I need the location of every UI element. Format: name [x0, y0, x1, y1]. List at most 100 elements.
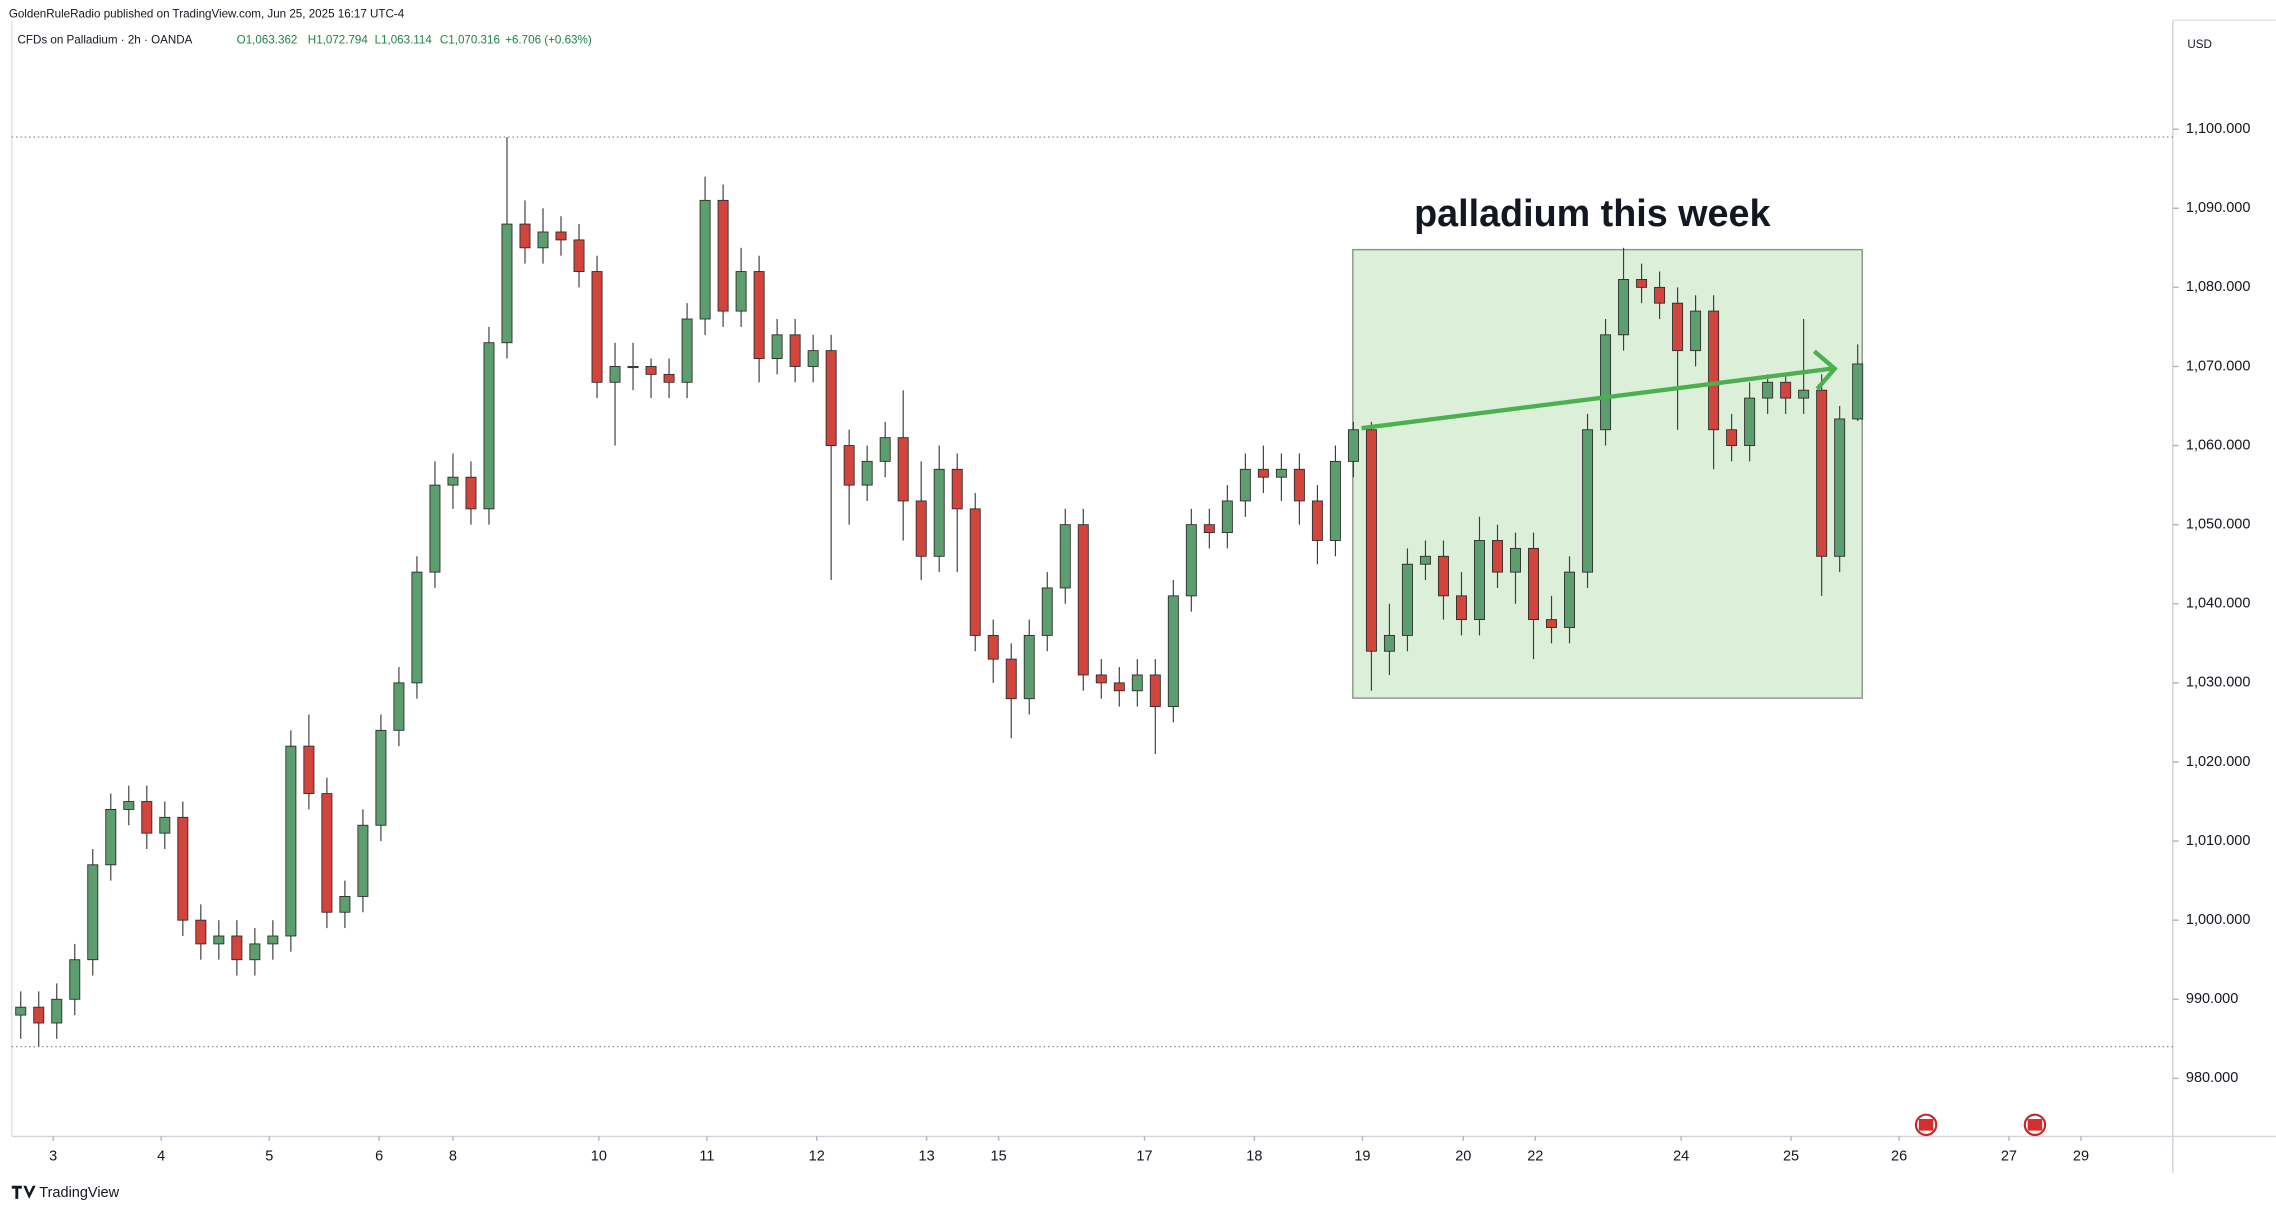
candle-body [1744, 397, 1756, 447]
candle-body [1546, 619, 1557, 628]
candle-body [141, 801, 153, 834]
ohlc-close: C1,070.316 [440, 34, 500, 47]
candle-body [519, 223, 531, 249]
publisher: GoldenRuleRadio published on TradingView… [9, 8, 405, 21]
x-tick-label: 10 [591, 1149, 607, 1165]
candle-body [591, 271, 603, 383]
candle-body [1690, 310, 1702, 352]
y-tick-label: 1,070.000 [2186, 358, 2251, 374]
candle-body [1275, 468, 1287, 478]
candle-body [609, 366, 621, 383]
candle-body [1672, 302, 1684, 352]
candle-body [447, 476, 459, 486]
candle-body [1311, 500, 1323, 541]
candle-body [1852, 363, 1864, 420]
candle-body [303, 745, 315, 795]
candle-body [861, 460, 873, 486]
x-tick-label: 24 [1673, 1149, 1689, 1165]
candle-body [213, 935, 225, 945]
logo: TradingView [11, 1185, 120, 1201]
arrow-shaft [1361, 366, 1833, 431]
candle-body [1365, 429, 1377, 652]
candle-body [1149, 674, 1161, 708]
candle-body [1510, 547, 1521, 573]
candle-body [321, 793, 333, 913]
candle-body [501, 223, 513, 344]
candle-body [897, 437, 909, 502]
y-tick-label: 980.000 [2186, 1070, 2238, 1086]
candle-body [105, 808, 117, 866]
highlight-box [1352, 248, 1863, 699]
candle-body [789, 334, 801, 367]
candle-body [1780, 381, 1792, 399]
x-tick-label: 6 [375, 1149, 383, 1165]
x-tick-label: 8 [449, 1149, 457, 1165]
candle-body [1005, 658, 1017, 700]
candle-body [483, 342, 495, 510]
ohlc-open: O1,063.362 [237, 34, 298, 47]
candle-body [1221, 500, 1233, 534]
candle-body [1816, 389, 1828, 557]
y-tick-label: 1,100.000 [2186, 121, 2251, 137]
y-tick-label: 1,080.000 [2186, 279, 2251, 295]
candle-body [1528, 547, 1539, 621]
candle-body [771, 334, 783, 359]
candle-body [177, 816, 189, 921]
candle-body [465, 476, 477, 510]
x-tick-label: 17 [1136, 1149, 1152, 1165]
event-flag [2023, 1113, 2047, 1137]
arrow-head [1812, 349, 1838, 391]
candle-body [195, 919, 207, 945]
candle-body [429, 484, 441, 573]
candle-body [969, 508, 981, 636]
candle-body [1636, 279, 1648, 288]
y-tick-label: 1,020.000 [2186, 754, 2251, 770]
flag-icon-body [2027, 1119, 2043, 1131]
x-tick-label: 18 [1246, 1149, 1262, 1165]
x-tick-label: 25 [1783, 1149, 1799, 1165]
y-tick-label: 1,060.000 [2186, 437, 2251, 453]
candles [15, 137, 1864, 1047]
candle-body [1474, 540, 1485, 621]
x-tick-label: 4 [157, 1149, 165, 1165]
candle-body [933, 468, 945, 557]
x-tick-label: 26 [1891, 1149, 1907, 1165]
candle-body [753, 271, 765, 359]
candle-body [267, 935, 279, 945]
candle-body [1618, 279, 1630, 336]
candle-body [159, 816, 171, 834]
candle-body [537, 231, 549, 249]
candle-body [1726, 429, 1738, 447]
candle-body [1401, 563, 1413, 636]
x-tick-label: 15 [991, 1149, 1007, 1165]
candle-body [843, 445, 855, 486]
candle-body [1654, 286, 1666, 304]
candle-body [1167, 595, 1179, 708]
candle-body [645, 366, 657, 375]
candle-body [879, 437, 891, 462]
candle-body [1131, 674, 1143, 692]
candle-body [87, 864, 99, 961]
ohlc-low: L1,063.114 [375, 34, 433, 47]
event-flag [1914, 1113, 1938, 1137]
x-tick-label: 29 [2073, 1149, 2089, 1165]
candle-body [231, 935, 243, 961]
candle-body [1419, 555, 1431, 565]
symbol: CFDs on Palladium · 2h · OANDA [18, 34, 193, 47]
candle-body [1564, 571, 1576, 628]
candle-body [1834, 418, 1846, 557]
x-tick-label: 19 [1354, 1149, 1370, 1165]
candle-body [1095, 674, 1107, 684]
candle-body [1077, 524, 1089, 676]
candle-body [987, 634, 999, 660]
candle-body [1185, 524, 1197, 597]
logo-text: TradingView [39, 1185, 119, 1201]
candle-body [1582, 429, 1594, 573]
y-tick-label: 1,030.000 [2186, 675, 2251, 691]
y-tick-label: 1,010.000 [2186, 833, 2251, 849]
ohlc-change: +6.706 (+0.63%) [505, 34, 592, 47]
candle-body [1762, 381, 1774, 399]
candle-body [393, 682, 405, 731]
candle-body [249, 943, 261, 961]
